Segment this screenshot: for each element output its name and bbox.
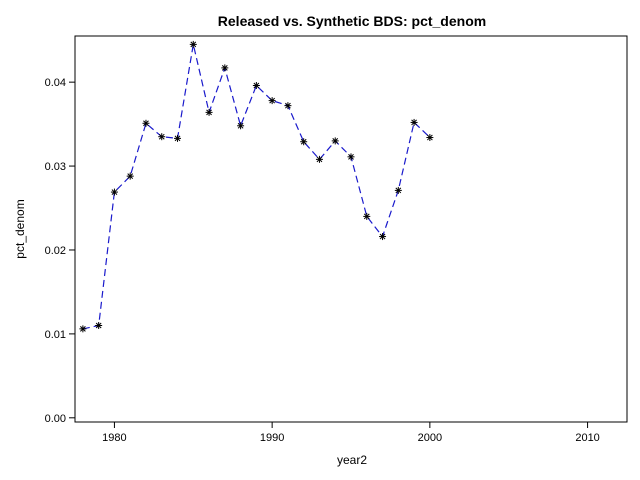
y-tick-label: 0.04: [45, 77, 66, 89]
y-tick-label: 0.01: [45, 329, 66, 341]
data-point: [221, 64, 229, 72]
data-point: [379, 233, 387, 241]
data-point: [189, 40, 197, 48]
data-point: [268, 97, 276, 105]
chart-title: Released vs. Synthetic BDS: pct_denom: [218, 13, 486, 29]
data-point: [426, 134, 434, 142]
data-point: [394, 186, 402, 194]
data-point: [110, 188, 118, 196]
y-tick-label: 0.00: [45, 413, 66, 425]
data-point: [205, 108, 213, 116]
data-point: [315, 155, 323, 163]
data-point: [331, 137, 339, 145]
y-axis-label: pct_denom: [13, 199, 27, 258]
x-tick-label: 2000: [418, 432, 442, 444]
x-tick-label: 2010: [575, 432, 599, 444]
data-point: [300, 138, 308, 146]
x-tick-label: 1990: [260, 432, 284, 444]
data-point: [252, 82, 260, 90]
data-point: [347, 153, 355, 161]
y-axis: 0.00 0.01 0.02 0.03 0.04: [45, 77, 75, 425]
y-tick-label: 0.03: [45, 161, 66, 173]
data-point: [126, 172, 134, 180]
x-axis-label: year2: [337, 453, 367, 467]
data-point: [363, 212, 371, 220]
data-point: [158, 133, 166, 141]
data-point: [237, 122, 245, 130]
x-axis: 1980 1990 2000 2010: [102, 422, 600, 444]
data-point: [410, 118, 418, 126]
data-point: [95, 322, 103, 329]
series-layer: [79, 40, 434, 333]
x-tick-label: 1980: [102, 432, 126, 444]
y-tick-label: 0.02: [45, 245, 66, 257]
data-point: [79, 325, 87, 333]
series-line: [82, 44, 431, 330]
data-point: [142, 119, 150, 127]
plot-frame: [74, 35, 628, 423]
data-point: [284, 102, 292, 110]
data-point: [174, 134, 182, 142]
